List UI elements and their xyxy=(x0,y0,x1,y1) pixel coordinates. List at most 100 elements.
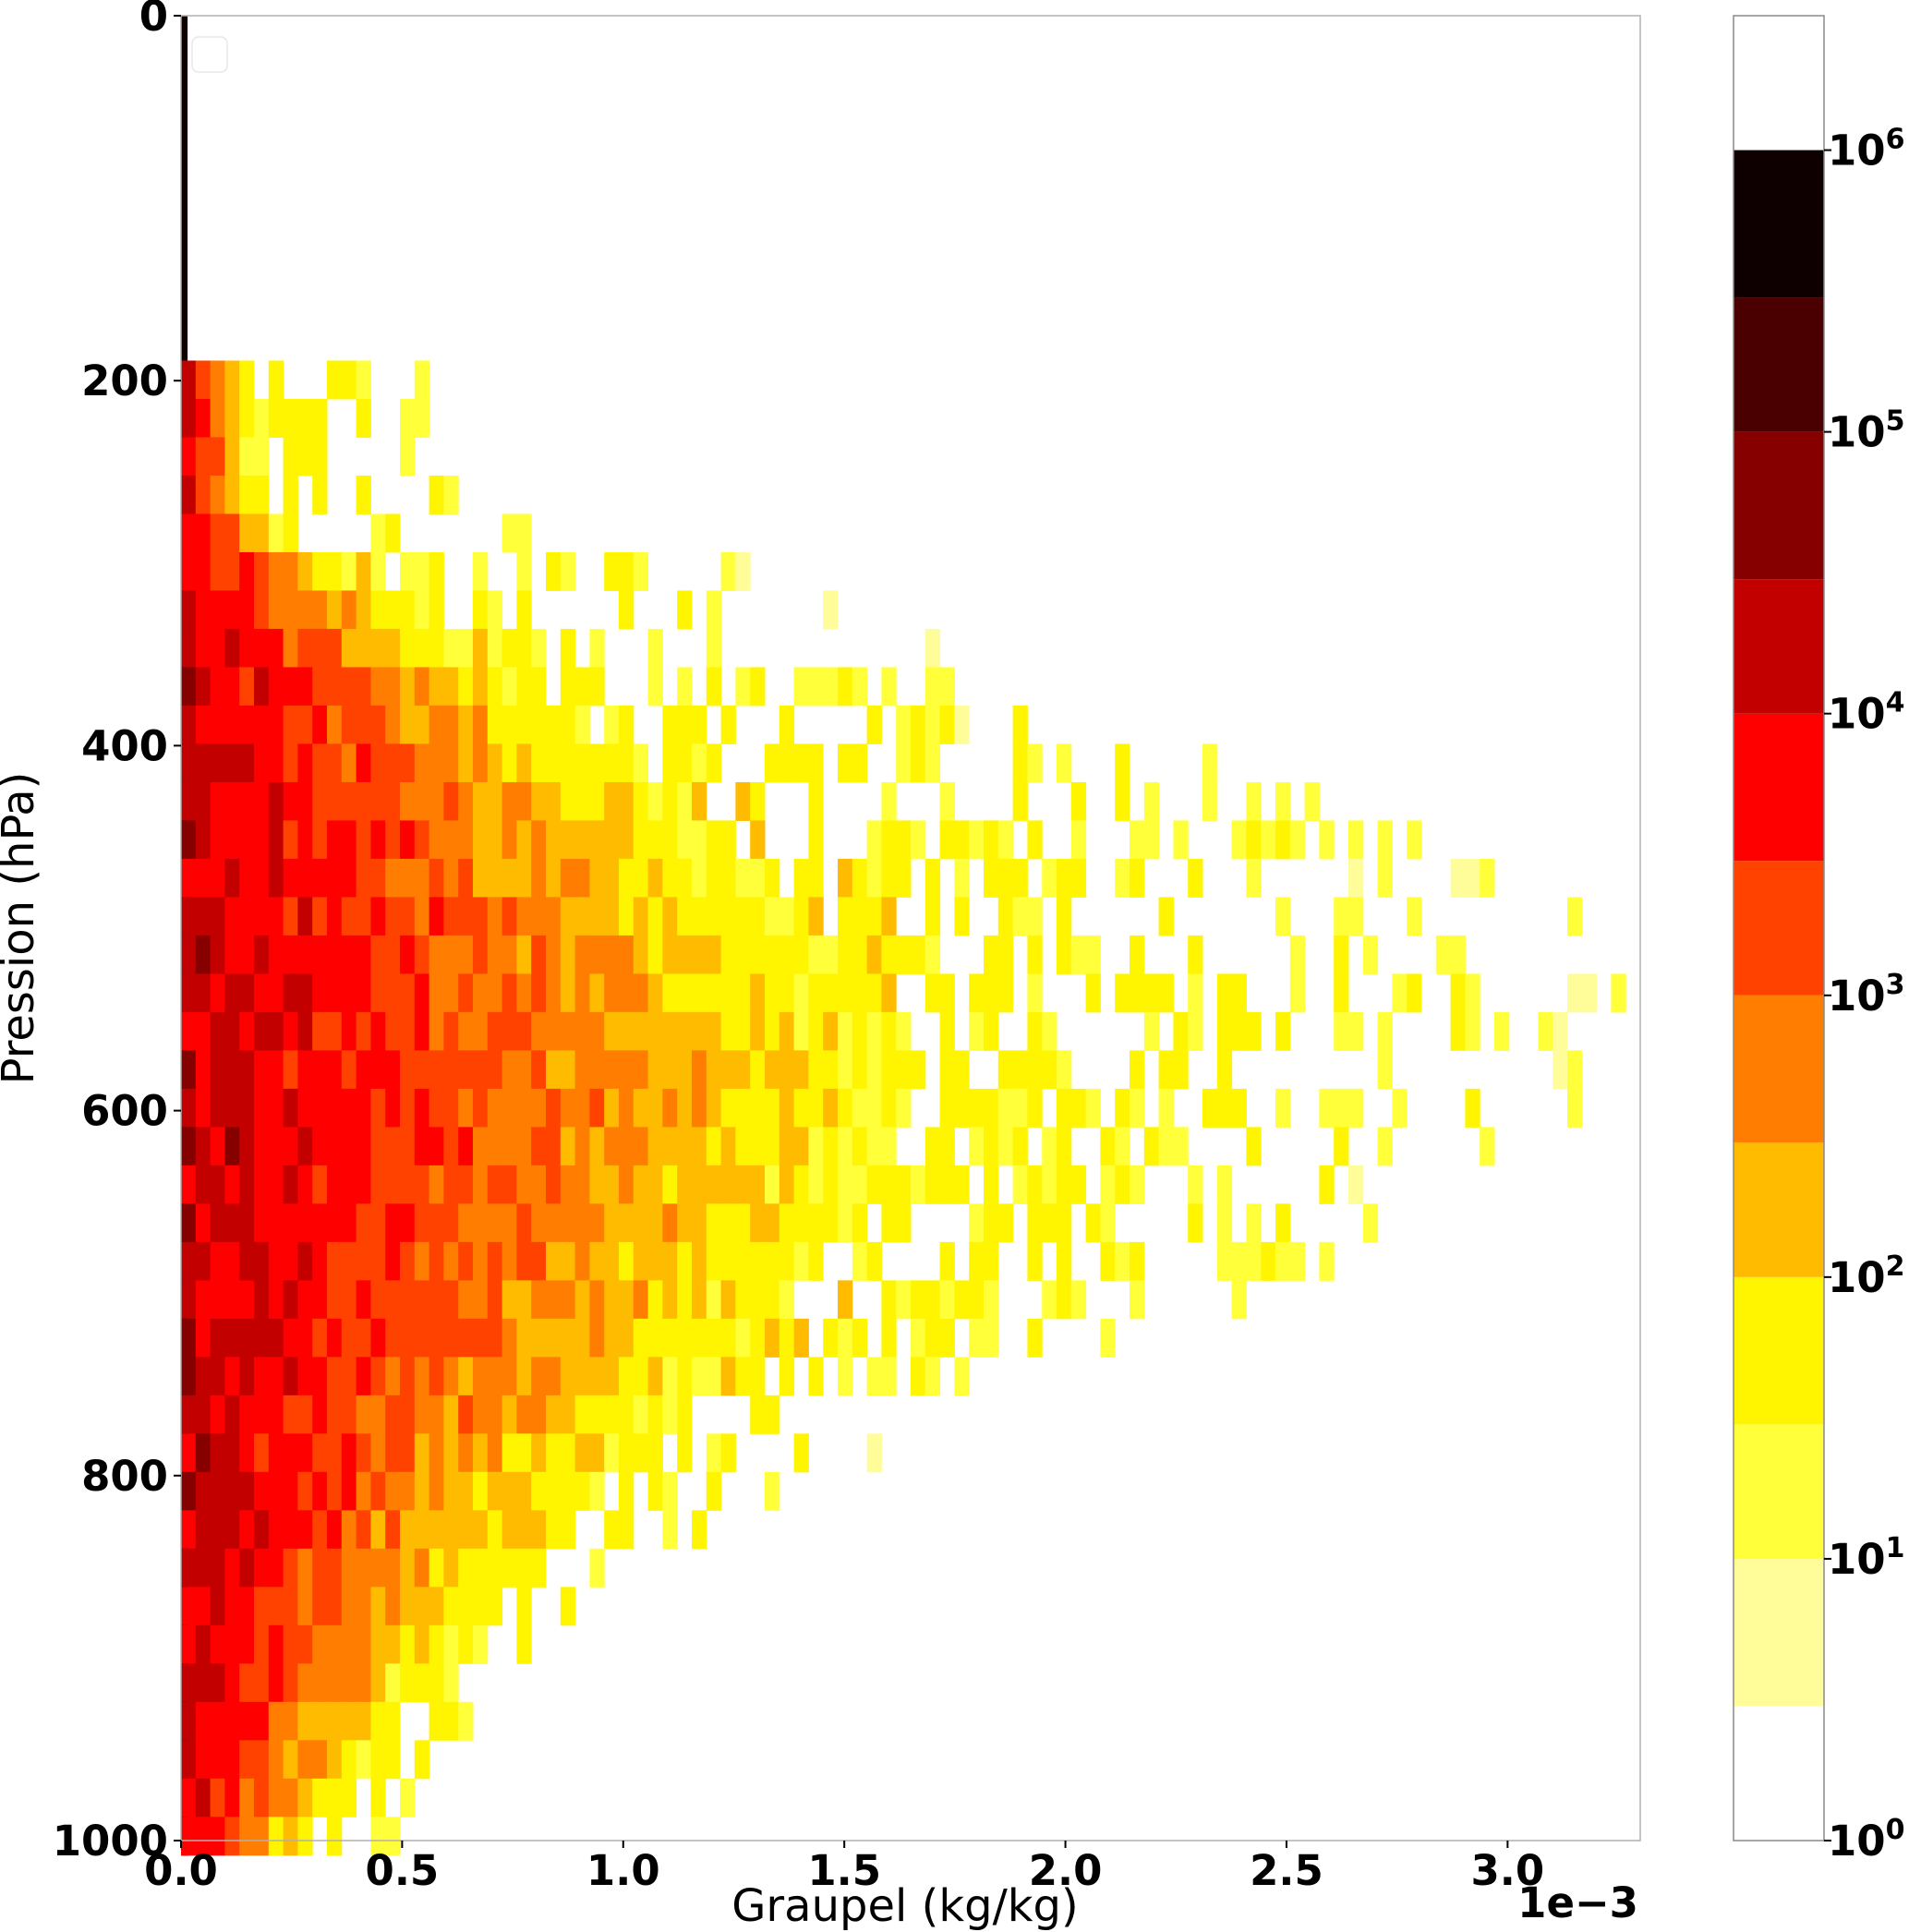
heatmap-cell xyxy=(487,1165,503,1204)
heatmap-cell xyxy=(779,1357,795,1396)
heatmap-cell xyxy=(385,1357,401,1396)
heatmap-cell xyxy=(516,1510,532,1550)
heatmap-cell xyxy=(268,1050,284,1090)
heatmap-cell xyxy=(181,1433,197,1473)
heatmap-cell xyxy=(808,858,824,898)
heatmap-cell xyxy=(283,1624,298,1664)
heatmap-cell xyxy=(283,705,298,744)
heatmap-cell xyxy=(341,1357,357,1396)
heatmap-cell xyxy=(283,1587,298,1626)
heatmap-cell xyxy=(1377,820,1393,860)
heatmap-cell xyxy=(735,1050,751,1090)
heatmap-cell xyxy=(516,1280,532,1320)
heatmap-cell xyxy=(210,973,225,1013)
heatmap-cell xyxy=(1042,1127,1057,1166)
heatmap-cell xyxy=(662,973,678,1013)
heatmap-cell xyxy=(735,1165,751,1204)
heatmap-cell xyxy=(312,743,328,783)
heatmap-cell xyxy=(239,1241,255,1281)
heatmap-cell xyxy=(429,1395,444,1434)
heatmap-cell xyxy=(458,1165,474,1204)
heatmap-cell xyxy=(793,1241,809,1281)
heatmap-cell xyxy=(473,551,489,591)
heatmap-cell xyxy=(1130,820,1145,860)
heatmap-cell xyxy=(473,973,489,1013)
heatmap-cell xyxy=(385,667,401,706)
heatmap-cell xyxy=(400,1433,416,1473)
heatmap-cell xyxy=(341,1395,357,1434)
heatmap-cell xyxy=(429,897,444,936)
heatmap-cell xyxy=(706,628,722,668)
heatmap-cell xyxy=(720,820,736,860)
heatmap-cell xyxy=(984,1280,999,1320)
heatmap-cell xyxy=(574,705,590,744)
heatmap-cell xyxy=(706,973,722,1013)
heatmap-cell xyxy=(443,1471,459,1511)
heatmap-cell xyxy=(677,1011,693,1051)
heatmap-cell xyxy=(560,743,576,783)
heatmap-cell xyxy=(838,1127,853,1166)
heatmap-cell xyxy=(560,897,576,936)
heatmap-cell xyxy=(1334,973,1349,1013)
heatmap-cell xyxy=(195,1778,211,1817)
heatmap-cell xyxy=(939,973,955,1013)
heatmap-cell xyxy=(268,1817,284,1856)
heatmap-cell xyxy=(312,1433,328,1473)
heatmap-cell xyxy=(429,1241,444,1281)
heatmap-cell xyxy=(268,743,284,783)
heatmap-cell xyxy=(589,973,605,1013)
heatmap-cell xyxy=(765,1050,780,1090)
heatmap-cell xyxy=(546,1510,562,1550)
heatmap-cell xyxy=(283,1241,298,1281)
heatmap-cell xyxy=(341,1050,357,1090)
heatmap-cell xyxy=(516,590,532,630)
heatmap-cell xyxy=(473,935,489,974)
heatmap-cell xyxy=(574,858,590,898)
heatmap-cell xyxy=(1188,1203,1203,1243)
heatmap-cell xyxy=(662,1011,678,1051)
heatmap-cell xyxy=(312,398,328,438)
heatmap-cell xyxy=(268,628,284,668)
heatmap-cell xyxy=(297,590,313,630)
heatmap-cell xyxy=(1042,1280,1057,1320)
heatmap-cell xyxy=(1275,781,1291,821)
heatmap-cell xyxy=(866,1088,882,1128)
heatmap-cell xyxy=(1348,820,1364,860)
heatmap-cell xyxy=(400,973,416,1013)
heatmap-cell xyxy=(662,1203,678,1243)
heatmap-cell xyxy=(268,1587,284,1626)
heatmap-cell xyxy=(429,1318,444,1358)
heatmap-cell xyxy=(429,1701,444,1741)
heatmap-cell xyxy=(823,1088,839,1128)
heatmap-cell xyxy=(619,590,634,630)
heatmap-cell xyxy=(706,1318,722,1358)
heatmap-cell xyxy=(633,1280,649,1320)
heatmap-cell xyxy=(677,897,693,936)
heatmap-cell xyxy=(1319,1088,1335,1128)
heatmap-cell xyxy=(619,705,634,744)
heatmap-cell xyxy=(589,858,605,898)
heatmap-cell xyxy=(1115,743,1130,783)
heatmap-cell xyxy=(327,1127,343,1166)
heatmap-cell xyxy=(546,551,562,591)
heatmap-cell xyxy=(589,1241,605,1281)
heatmap-cell xyxy=(195,628,211,668)
heatmap-cell xyxy=(356,1011,371,1051)
heatmap-cell xyxy=(516,1395,532,1434)
heatmap-cell xyxy=(283,858,298,898)
heatmap-cell xyxy=(254,935,270,974)
heatmap-cell xyxy=(997,1050,1014,1090)
heatmap-cell xyxy=(429,667,444,706)
heatmap-cell xyxy=(341,1510,357,1550)
heatmap-cell xyxy=(356,1088,371,1128)
heatmap-cell xyxy=(1261,820,1276,860)
heatmap-cell xyxy=(1042,1011,1057,1051)
heatmap-cell xyxy=(779,1318,795,1358)
heatmap-cell xyxy=(370,1471,386,1511)
heatmap-cell xyxy=(487,858,503,898)
heatmap-cell xyxy=(400,820,416,860)
heatmap-cell xyxy=(808,1241,824,1281)
heatmap-cell xyxy=(385,1510,401,1550)
heatmap-cell xyxy=(297,1050,313,1090)
heatmap-cell xyxy=(546,781,562,821)
